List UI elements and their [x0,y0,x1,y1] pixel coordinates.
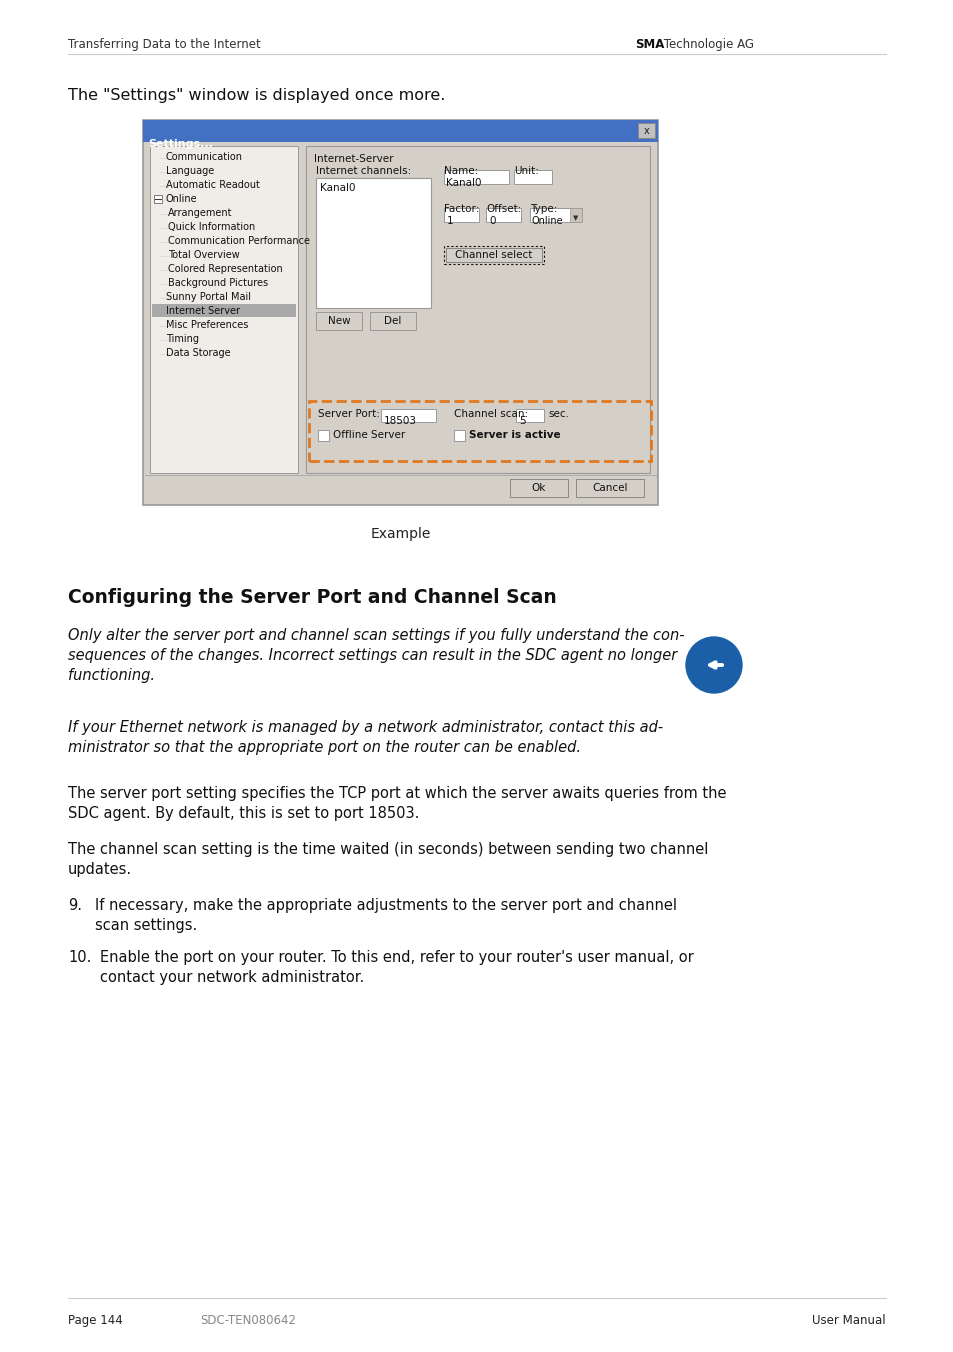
Text: Technologie AG: Technologie AG [659,38,753,51]
Text: Communication Performance: Communication Performance [168,237,310,246]
Text: Server is active: Server is active [469,430,560,439]
Text: Internet channels:: Internet channels: [315,166,411,176]
Bar [516,410,543,422]
Bar [530,208,581,222]
Text: SMA: SMA [635,38,663,51]
Text: sec.: sec. [547,410,568,419]
Text: Server Port:: Server Port: [317,410,379,419]
Text: 1: 1 [447,216,453,226]
Text: Data Storage: Data Storage [166,347,231,358]
Bar [454,430,464,441]
Text: Enable the port on your router. To this end, refer to your router's user manual,: Enable the port on your router. To this … [100,950,693,984]
Text: Automatic Readout: Automatic Readout [166,180,259,191]
Text: Quick Information: Quick Information [168,222,255,233]
Text: 0: 0 [489,216,495,226]
Text: 5: 5 [518,416,525,426]
Bar [446,247,541,262]
Bar [443,170,509,184]
Text: Offset:: Offset: [485,204,521,214]
Text: User Manual: User Manual [812,1314,885,1328]
Text: New: New [327,316,350,326]
Bar [569,208,581,222]
Text: Channel select: Channel select [455,250,532,260]
Text: Example: Example [370,527,430,541]
Text: Colored Representation: Colored Representation [168,264,282,274]
Text: Language: Language [166,166,214,176]
Bar [638,123,655,138]
Text: Misc Preferences: Misc Preferences [166,320,248,330]
Text: Internet-Server: Internet-Server [314,154,393,164]
Text: Del: Del [384,316,401,326]
Text: Name:: Name: [443,166,477,176]
Text: Ok: Ok [531,483,546,493]
Text: Internet Server: Internet Server [166,306,240,316]
Text: Settings...: Settings... [148,139,213,149]
Text: ▼: ▼ [573,215,578,220]
Text: The channel scan setting is the time waited (in seconds) between sending two cha: The channel scan setting is the time wai… [68,842,708,877]
Text: Unit:: Unit: [514,166,538,176]
Text: Total Overview: Total Overview [168,250,239,260]
Circle shape [685,637,741,694]
Text: Arrangement: Arrangement [168,208,233,218]
Text: 9.: 9. [68,898,82,913]
Bar [152,304,295,316]
Text: Offline Server: Offline Server [333,430,405,439]
Bar [143,120,658,506]
Bar [514,170,552,184]
Text: Factor:: Factor: [443,204,478,214]
Bar [443,208,478,222]
Text: Online: Online [532,216,563,226]
Text: Kanal0: Kanal0 [446,178,481,188]
Text: Only alter the server port and channel scan settings if you fully understand the: Only alter the server port and channel s… [68,627,684,683]
Text: Cancel: Cancel [592,483,627,493]
Text: The "Settings" window is displayed once more.: The "Settings" window is displayed once … [68,88,445,103]
Text: 18503: 18503 [384,416,416,426]
Text: Transferring Data to the Internet: Transferring Data to the Internet [68,38,260,51]
Text: Background Pictures: Background Pictures [168,279,268,288]
Bar [443,246,543,264]
Text: If your Ethernet network is managed by a network administrator, contact this ad-: If your Ethernet network is managed by a… [68,721,662,754]
Text: Communication: Communication [166,151,243,162]
Bar [306,146,649,473]
Bar [317,430,329,441]
Bar [510,479,567,498]
Bar [143,120,658,142]
Text: Sunny Portal Mail: Sunny Portal Mail [166,292,251,301]
Bar [153,195,162,203]
Text: 10.: 10. [68,950,91,965]
Bar [315,312,361,330]
Text: Online: Online [166,193,197,204]
Text: Timing: Timing [166,334,199,343]
Bar [309,402,650,461]
Text: Channel scan:: Channel scan: [454,410,528,419]
Bar [380,410,436,422]
Bar [485,208,520,222]
Bar [315,178,431,308]
Text: Type:: Type: [530,204,557,214]
Text: SDC-TEN080642: SDC-TEN080642 [200,1314,295,1328]
Bar [576,479,643,498]
Text: If necessary, make the appropriate adjustments to the server port and channel
sc: If necessary, make the appropriate adjus… [95,898,677,933]
Text: x: x [643,127,649,137]
Text: Page 144: Page 144 [68,1314,123,1328]
Text: Configuring the Server Port and Channel Scan: Configuring the Server Port and Channel … [68,588,557,607]
Text: The server port setting specifies the TCP port at which the server awaits querie: The server port setting specifies the TC… [68,786,726,821]
Text: Kanal0: Kanal0 [319,183,355,193]
Bar [150,146,297,473]
Bar [370,312,416,330]
